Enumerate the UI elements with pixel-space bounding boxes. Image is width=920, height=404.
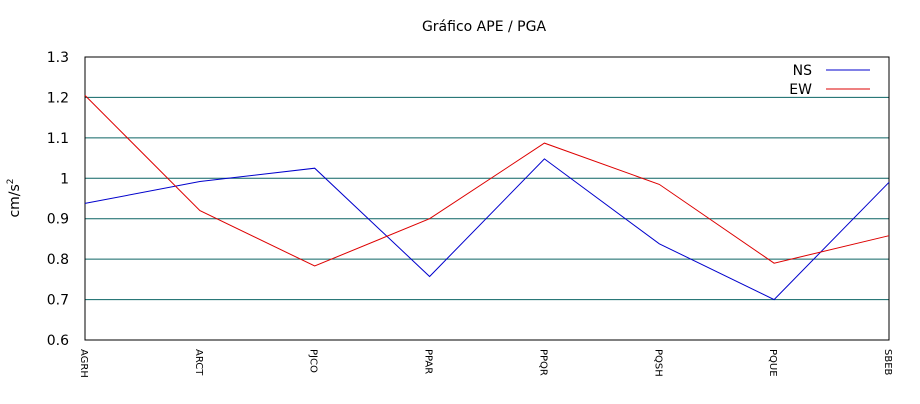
plot-frame — [84, 56, 890, 341]
x-tick-label: PQUE — [767, 349, 778, 377]
y-tick-label: 1.3 — [47, 50, 69, 66]
y-axis-label-unit: cm/s — [7, 184, 23, 217]
x-tick-label: SBEB — [882, 349, 893, 376]
y-tick-label: 0.8 — [47, 252, 69, 268]
y-tick-label: 0.9 — [47, 212, 69, 228]
y-tick-label: 0.7 — [47, 293, 69, 309]
grid-lines — [85, 96, 889, 301]
y-tick-label: 1.1 — [47, 131, 69, 147]
series-lines — [84, 95, 890, 301]
y-axis-label-superscript: 2 — [6, 178, 16, 184]
x-axis-ticks: AGRH ARCT PJCO PPAR PPQR PQSH PQUE SBEB — [78, 349, 893, 378]
series-line-ew — [84, 95, 890, 267]
legend-label-ns: NS — [793, 63, 812, 79]
chart-title: Gráfico APE / PGA — [422, 19, 546, 35]
x-tick-label: PPAR — [423, 349, 434, 374]
series-line-ns — [84, 158, 890, 301]
y-tick-label: 0.6 — [47, 333, 69, 349]
y-tick-label: 1.2 — [47, 90, 69, 106]
y-axis-ticks: 0.6 0.7 0.8 0.9 1 1.1 1.2 1.3 — [47, 50, 69, 349]
x-tick-label: ARCT — [193, 349, 204, 376]
x-tick-label: PJCO — [308, 349, 319, 373]
y-axis-label: cm/s2 — [6, 178, 23, 217]
x-tick-label: PQSH — [652, 349, 663, 377]
legend-label-ew: EW — [789, 82, 812, 98]
x-tick-label: PPQR — [537, 349, 548, 376]
legend: NS EW — [789, 63, 870, 98]
y-tick-label: 1 — [60, 171, 69, 187]
x-tick-label: AGRH — [78, 349, 89, 378]
